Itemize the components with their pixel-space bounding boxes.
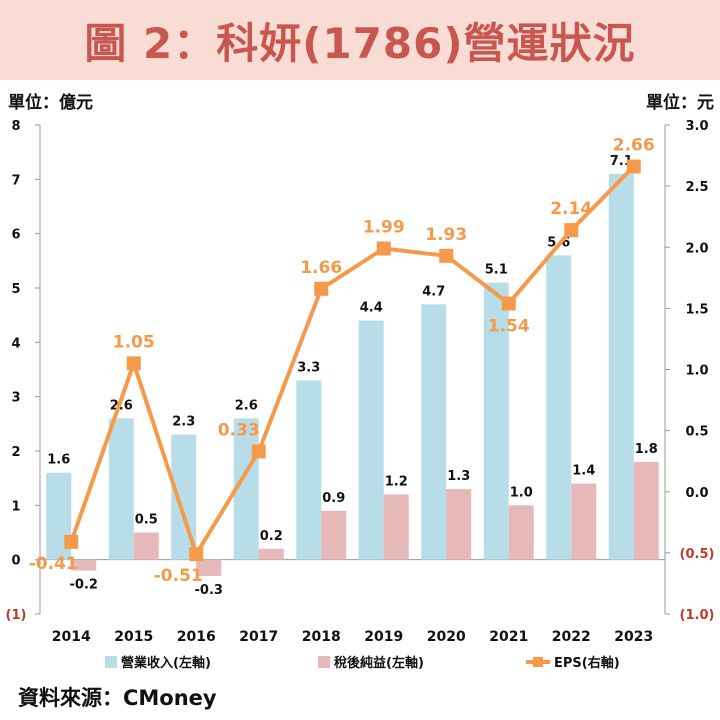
eps-data-label: -0.41 (29, 554, 78, 574)
revenue-data-label: 3.3 (297, 360, 320, 375)
x-tick-label: 2021 (489, 629, 528, 645)
eps-data-label: 0.33 (218, 420, 260, 440)
net-income-bar (571, 483, 597, 560)
net-income-bar (133, 532, 159, 560)
revenue-bar (358, 320, 384, 560)
eps-marker (126, 356, 141, 371)
legend-net-income-label: 稅後純益(左軸) (334, 655, 424, 671)
right-tick-label: 2.0 (685, 241, 708, 256)
legend-revenue-swatch (105, 656, 117, 668)
revenue-data-label: 4.7 (422, 284, 445, 299)
left-tick-label: 8 (11, 119, 20, 134)
left-tick-label: 7 (11, 173, 20, 188)
net-income-data-label: 0.5 (135, 513, 158, 528)
right-tick-label: 1.0 (685, 364, 708, 379)
revenue-data-label: 4.4 (360, 301, 383, 316)
net-income-bar (321, 510, 347, 560)
left-tick-label: 4 (11, 336, 20, 351)
revenue-data-label: 5.1 (485, 263, 508, 278)
left-tick-label: 2 (11, 445, 20, 460)
x-tick-label: 2022 (552, 629, 591, 645)
eps-marker (189, 547, 204, 562)
x-tick-label: 2016 (177, 629, 216, 645)
eps-marker (439, 248, 454, 263)
net-income-bar (633, 461, 659, 560)
eps-data-label: 1.66 (300, 258, 342, 278)
right-tick-label: (0.5) (680, 547, 715, 562)
net-income-data-label: 0.2 (260, 529, 283, 544)
eps-marker (501, 296, 516, 311)
net-income-bar (446, 489, 472, 560)
x-tick-label: 2014 (52, 629, 91, 645)
revenue-data-label: 2.3 (172, 415, 195, 430)
eps-marker (626, 159, 641, 174)
x-tick-label: 2020 (427, 629, 466, 645)
net-income-data-label: 1.2 (385, 474, 408, 489)
net-income-bar (508, 505, 534, 560)
net-income-data-label: 0.9 (322, 491, 345, 506)
net-income-bar (196, 559, 222, 576)
eps-data-label: 1.93 (425, 225, 467, 245)
legend-eps-label: EPS(右軸) (554, 655, 620, 671)
chart-title: 圖 2：科妍(1786)營運狀況 (84, 18, 636, 68)
eps-marker (251, 444, 266, 459)
eps-marker (64, 534, 79, 549)
revenue-bar (546, 255, 572, 560)
eps-data-label: -0.51 (154, 566, 203, 586)
net-income-bar (383, 494, 409, 560)
net-income-data-label: 1.3 (447, 469, 470, 484)
title-banner: 圖 2：科妍(1786)營運狀況 (0, 0, 720, 80)
eps-data-label: 1.54 (488, 316, 530, 336)
left-tick-label: 3 (11, 391, 20, 406)
net-income-bar (71, 559, 97, 571)
right-tick-label: (1.0) (680, 608, 715, 623)
revenue-bar (108, 418, 134, 560)
net-income-bar (258, 548, 284, 560)
legend-revenue-label: 營業收入(左軸) (121, 655, 211, 671)
legend-eps-swatch-marker (533, 657, 543, 667)
right-axis-unit: 單位：元 (646, 93, 714, 113)
right-tick-label: 0.0 (685, 486, 708, 501)
net-income-data-label: 1.4 (572, 464, 595, 479)
left-tick-label: (1) (6, 608, 27, 623)
revenue-bar (483, 282, 509, 560)
eps-data-label: 1.99 (363, 217, 405, 237)
left-tick-label: 0 (11, 554, 20, 569)
eps-line (69, 165, 636, 557)
eps-marker (564, 223, 579, 238)
left-axis-unit: 單位：億元 (8, 93, 93, 113)
net-income-data-label: -0.3 (195, 583, 223, 598)
eps-data-label: 1.05 (113, 332, 155, 352)
right-tick-label: 2.5 (685, 180, 708, 195)
revenue-bar (608, 173, 634, 560)
net-income-data-label: -0.2 (70, 578, 98, 593)
eps-data-label: 2.66 (613, 136, 655, 156)
left-tick-label: 5 (11, 282, 20, 297)
right-tick-label: 0.5 (685, 425, 708, 440)
revenue-data-label: 2.6 (235, 398, 258, 413)
x-tick-label: 2023 (614, 629, 653, 645)
x-tick-label: 2019 (364, 629, 403, 645)
x-tick-label: 2015 (114, 629, 153, 645)
x-tick-label: 2018 (302, 629, 341, 645)
eps-data-label: 2.14 (550, 199, 592, 219)
net-income-data-label: 1.8 (635, 442, 658, 457)
revenue-bar (296, 380, 322, 560)
right-tick-label: 3.0 (685, 119, 708, 134)
left-tick-label: 1 (11, 499, 20, 514)
revenue-bar (421, 304, 447, 560)
right-tick-label: 1.5 (685, 302, 708, 317)
revenue-data-label: 1.6 (47, 453, 70, 468)
eps-marker (376, 241, 391, 256)
x-tick-label: 2017 (239, 629, 278, 645)
net-income-data-label: 1.0 (510, 485, 533, 500)
left-tick-label: 6 (11, 228, 20, 243)
legend-net-income-swatch (318, 656, 330, 668)
eps-marker (314, 281, 329, 296)
source-note: 資料來源：CMoney (18, 686, 217, 710)
